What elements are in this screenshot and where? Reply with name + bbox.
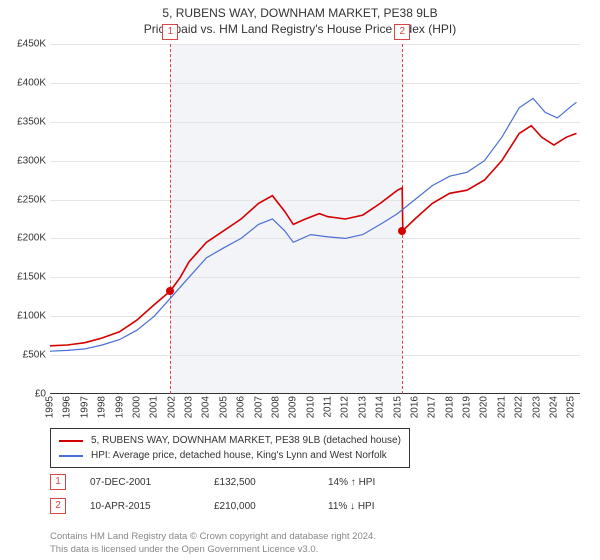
chart-title: 5, RUBENS WAY, DOWNHAM MARKET, PE38 9LB …: [0, 0, 600, 37]
x-tick-label: 2025: [566, 396, 577, 418]
x-tick-label: 2004: [201, 396, 212, 418]
legend: 5, RUBENS WAY, DOWNHAM MARKET, PE38 9LB …: [50, 428, 410, 468]
x-tick-label: 2007: [253, 396, 264, 418]
series-hpi: [50, 98, 577, 351]
x-tick-label: 2008: [270, 396, 281, 418]
y-tick-label: £200K: [17, 233, 46, 244]
marker-box: 2: [394, 24, 410, 40]
sale-price-2: £210,000: [214, 501, 304, 512]
y-tick-label: £400K: [17, 77, 46, 88]
x-tick-label: 2024: [548, 396, 559, 418]
x-tick-label: 2014: [375, 396, 386, 418]
legend-row-property: 5, RUBENS WAY, DOWNHAM MARKET, PE38 9LB …: [59, 433, 401, 448]
x-tick-label: 1995: [45, 396, 56, 418]
legend-swatch-hpi: [59, 455, 83, 457]
sale-date-1: 07-DEC-2001: [90, 477, 190, 488]
x-tick-label: 2002: [166, 396, 177, 418]
sale-marker-1: 1: [50, 474, 66, 490]
x-tick-label: 2021: [496, 396, 507, 418]
legend-label-property: 5, RUBENS WAY, DOWNHAM MARKET, PE38 9LB …: [91, 433, 401, 448]
y-tick-label: £450K: [17, 39, 46, 50]
x-tick-label: 2013: [357, 396, 368, 418]
series-svg: [50, 44, 580, 394]
y-tick-label: £50K: [23, 350, 46, 361]
x-tick-label: 2012: [340, 396, 351, 418]
x-tick-label: 2003: [184, 396, 195, 418]
x-tick-label: 2020: [479, 396, 490, 418]
x-tick-label: 1996: [62, 396, 73, 418]
sale-hpi-1: 14% ↑ HPI: [328, 477, 418, 488]
x-tick-label: 1997: [79, 396, 90, 418]
x-tick-label: 2019: [462, 396, 473, 418]
x-tick-label: 2022: [514, 396, 525, 418]
x-tick-label: 2017: [427, 396, 438, 418]
legend-label-hpi: HPI: Average price, detached house, King…: [91, 448, 387, 463]
title-line1: 5, RUBENS WAY, DOWNHAM MARKET, PE38 9LB: [0, 6, 600, 22]
legend-swatch-property: [59, 440, 83, 442]
x-tick-label: 2015: [392, 396, 403, 418]
x-tick-label: 1998: [97, 396, 108, 418]
marker-box: 1: [162, 24, 178, 40]
x-tick-label: 2023: [531, 396, 542, 418]
x-tick-label: 2005: [218, 396, 229, 418]
x-tick-label: 2011: [323, 396, 334, 418]
chart-container: 5, RUBENS WAY, DOWNHAM MARKET, PE38 9LB …: [0, 0, 600, 560]
y-tick-label: £250K: [17, 194, 46, 205]
chart-area: £0£50K£100K£150K£200K£250K£300K£350K£400…: [50, 44, 580, 394]
x-tick-label: 2016: [409, 396, 420, 418]
series-property: [50, 126, 577, 346]
sale-hpi-2: 11% ↓ HPI: [328, 501, 418, 512]
x-tick-label: 2000: [131, 396, 142, 418]
sale-row-1: 1 07-DEC-2001 £132,500 14% ↑ HPI: [50, 474, 418, 490]
sale-marker-2: 2: [50, 498, 66, 514]
y-tick-label: £350K: [17, 116, 46, 127]
x-tick-label: 2018: [444, 396, 455, 418]
sale-date-2: 10-APR-2015: [90, 501, 190, 512]
y-tick-label: £150K: [17, 272, 46, 283]
sale-row-2: 2 10-APR-2015 £210,000 11% ↓ HPI: [50, 498, 418, 514]
y-tick-label: £300K: [17, 155, 46, 166]
footer: Contains HM Land Registry data © Crown c…: [50, 531, 376, 556]
footer-line1: Contains HM Land Registry data © Crown c…: [50, 531, 376, 543]
footer-line2: This data is licensed under the Open Gov…: [50, 544, 376, 556]
sale-price-1: £132,500: [214, 477, 304, 488]
title-line2: Price paid vs. HM Land Registry's House …: [0, 22, 600, 38]
x-tick-label: 1999: [114, 396, 125, 418]
x-tick-label: 2001: [149, 396, 160, 418]
x-tick-label: 2010: [305, 396, 316, 418]
x-tick-label: 2009: [288, 396, 299, 418]
y-tick-label: £100K: [17, 311, 46, 322]
x-tick-label: 2006: [236, 396, 247, 418]
legend-row-hpi: HPI: Average price, detached house, King…: [59, 448, 401, 463]
